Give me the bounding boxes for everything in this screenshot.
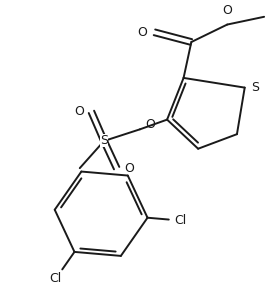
Text: Cl: Cl	[174, 214, 186, 227]
Text: S: S	[100, 134, 108, 147]
Text: O: O	[222, 4, 232, 17]
Text: O: O	[124, 162, 134, 175]
Text: O: O	[137, 26, 147, 39]
Text: Cl: Cl	[50, 272, 62, 285]
Text: O: O	[145, 118, 155, 131]
Text: O: O	[74, 105, 84, 118]
Text: S: S	[252, 81, 260, 94]
